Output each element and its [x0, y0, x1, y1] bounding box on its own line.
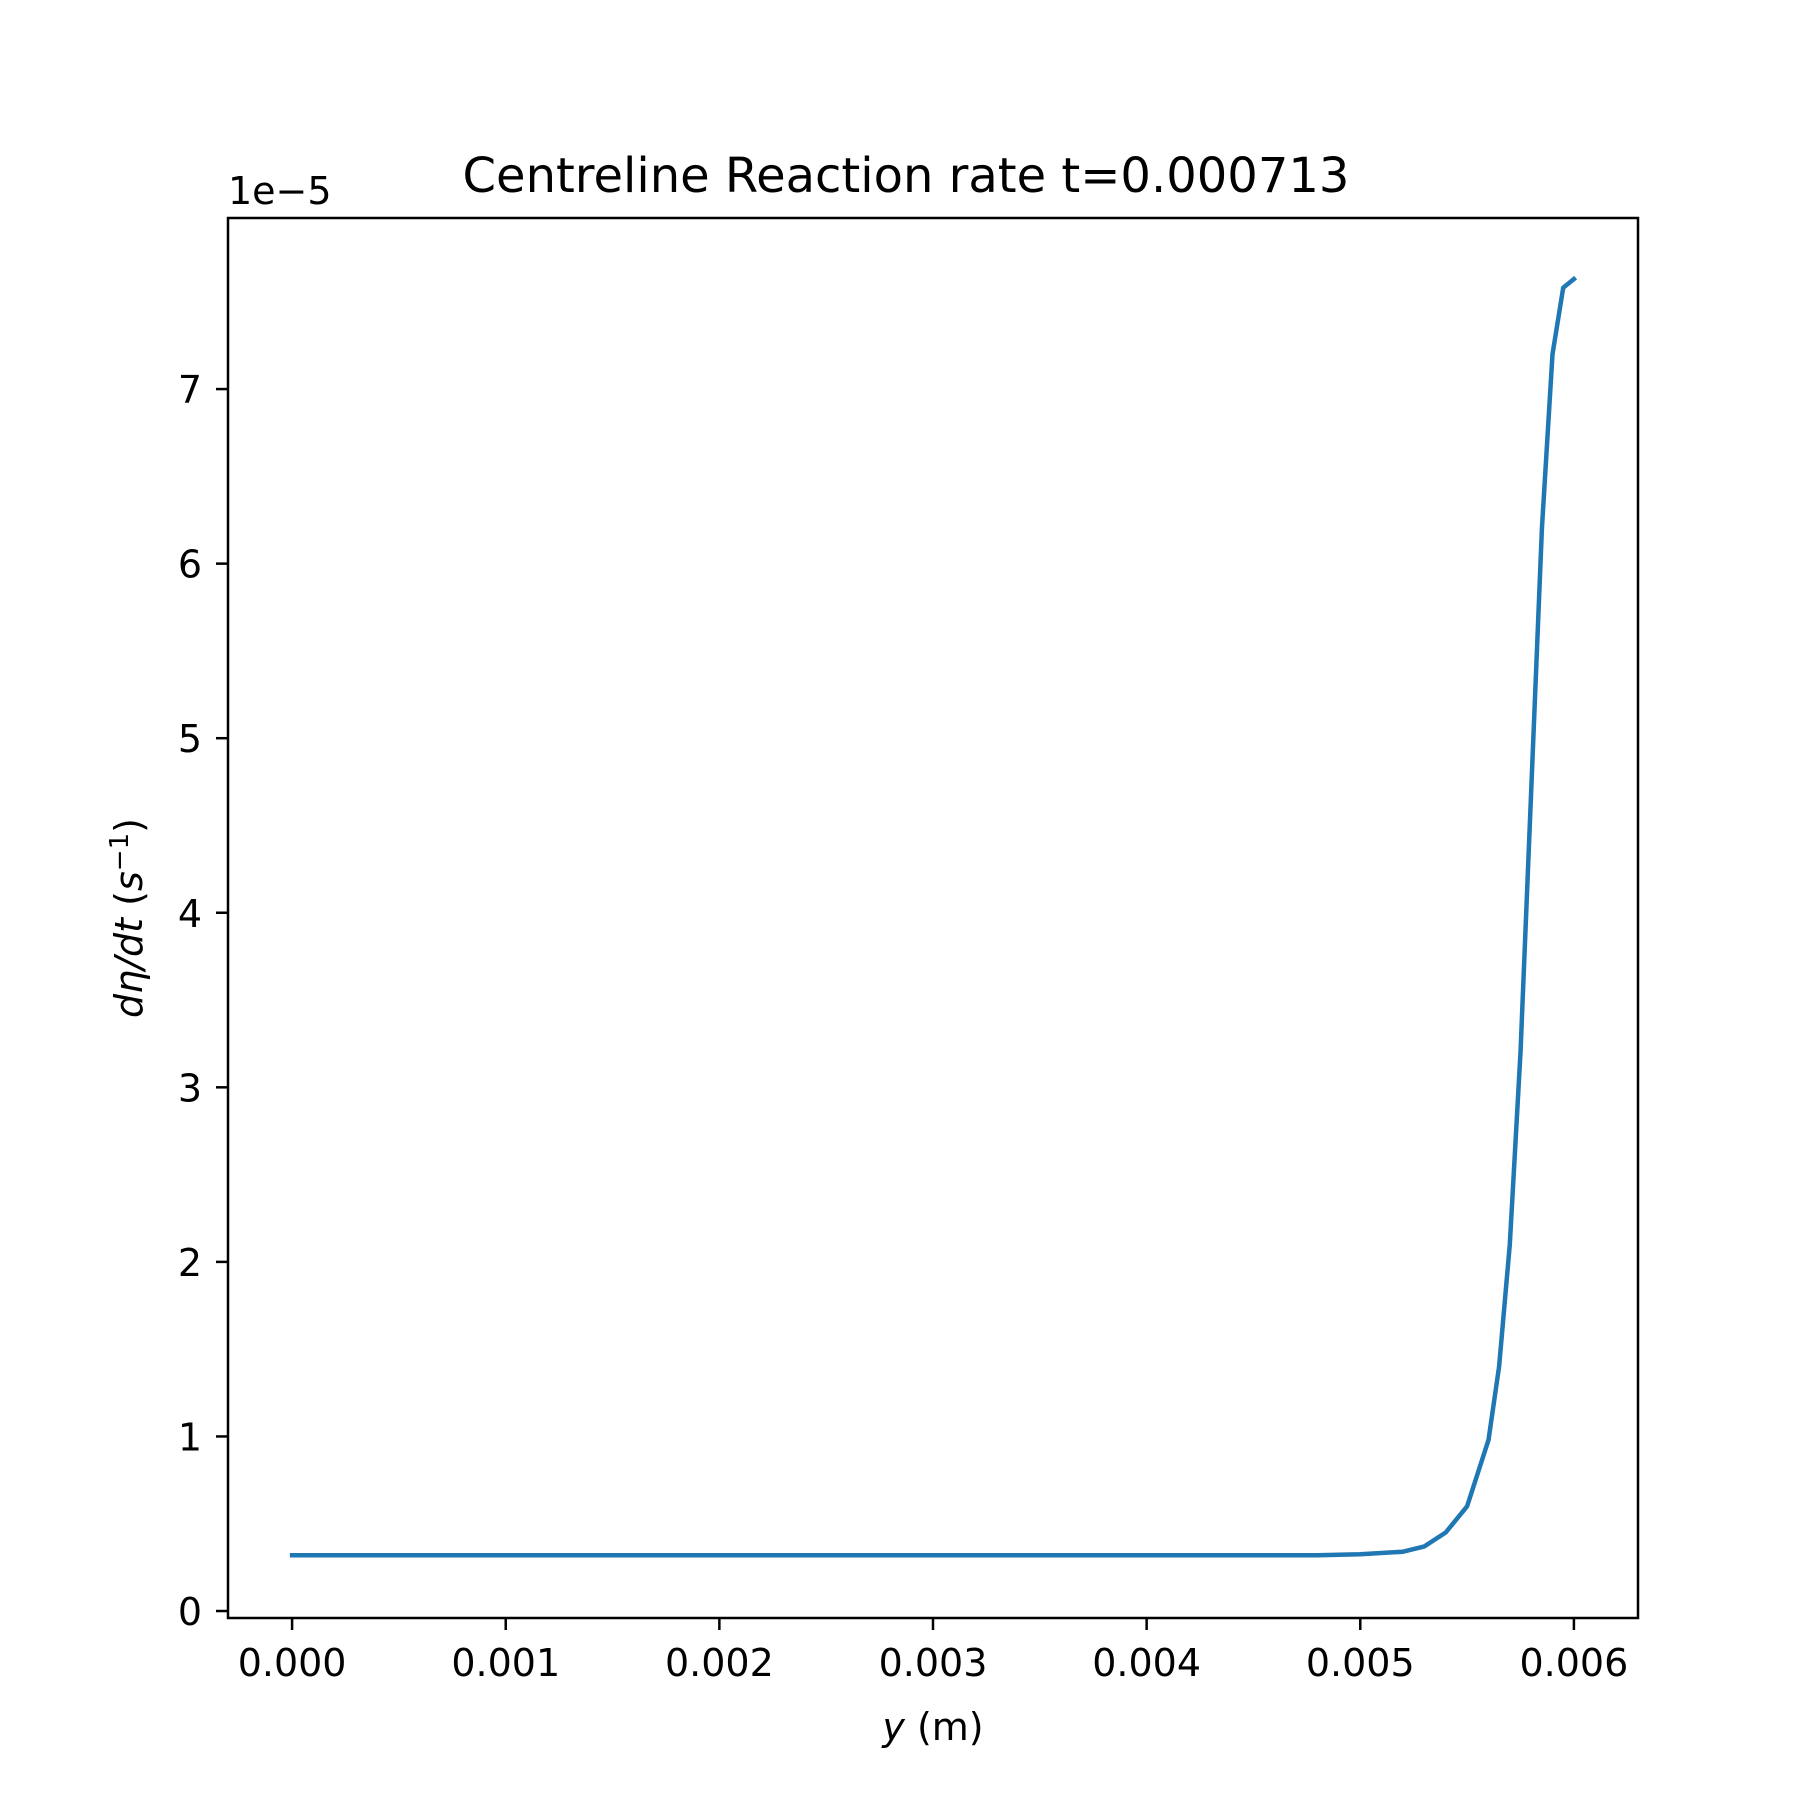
x-axis-label: y (m)	[881, 1705, 983, 1749]
x-tick-label-6: 0.006	[1520, 1641, 1629, 1685]
y-axis-label-unit-base: s	[107, 871, 151, 891]
x-tick-label-4: 0.004	[1092, 1641, 1201, 1685]
series-line-0	[289, 275, 1578, 1558]
x-axis-ticks: 0.000 0.001 0.002 0.003 0.004 0.005 0.006	[238, 1618, 1629, 1685]
x-axis-label-var: y	[881, 1705, 905, 1749]
y-tick-label-4: 4	[178, 892, 202, 936]
y-axis-label-unit-open: (	[107, 891, 151, 918]
x-tick-label-5: 0.005	[1306, 1641, 1415, 1685]
chart-title: Centreline Reaction rate t=0.000713	[463, 148, 1350, 204]
y-tick-label-7: 7	[178, 368, 202, 412]
x-tick-label-2: 0.002	[665, 1641, 774, 1685]
y-tick-label-0: 0	[178, 1590, 202, 1634]
x-tick-label-3: 0.003	[879, 1641, 988, 1685]
x-axis-label-unit: (m)	[905, 1705, 984, 1749]
y-axis-label: dη/dt (s−1)	[105, 818, 151, 1018]
x-tick-label-1: 0.001	[451, 1641, 560, 1685]
y-axis-label-unit-close: )	[107, 818, 151, 833]
y-axis-ticks: 0 1 2 3 4 5 6 7	[178, 368, 228, 1634]
y-axis-label-unit-exp: −1	[105, 833, 135, 871]
y-tick-label-3: 3	[178, 1066, 202, 1110]
y-axis-offset-label: 1e−5	[228, 169, 332, 213]
series-layer	[289, 275, 1578, 1558]
y-tick-label-5: 5	[178, 717, 202, 761]
plot-area	[226, 216, 1640, 1620]
y-tick-label-1: 1	[178, 1415, 202, 1459]
y-tick-label-2: 2	[178, 1241, 202, 1285]
y-tick-label-6: 6	[178, 543, 202, 587]
axes-frame	[226, 216, 1640, 1620]
y-axis-label-var: dη/dt	[107, 916, 151, 1018]
x-tick-label-0: 0.000	[238, 1641, 347, 1685]
